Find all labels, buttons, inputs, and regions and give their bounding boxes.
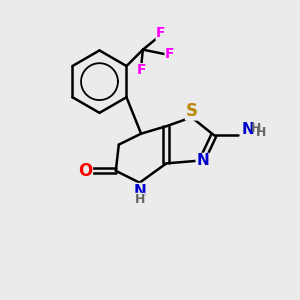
Text: N: N — [133, 184, 146, 199]
Text: H: H — [134, 194, 145, 206]
Text: F: F — [156, 26, 165, 40]
Text: F: F — [165, 47, 174, 61]
Text: N: N — [196, 154, 209, 169]
Text: H: H — [251, 122, 261, 135]
Text: N: N — [241, 122, 254, 137]
Text: F: F — [136, 64, 146, 77]
Text: S: S — [186, 102, 198, 120]
Text: O: O — [78, 162, 92, 180]
Text: H: H — [256, 126, 266, 139]
